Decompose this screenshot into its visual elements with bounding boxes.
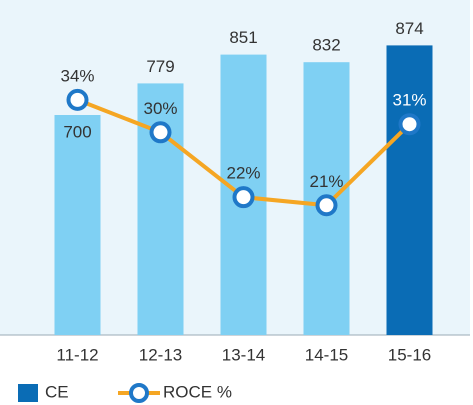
x-tick-label: 11-12	[56, 345, 98, 364]
bar	[137, 83, 184, 336]
bar-value-label: 832	[312, 36, 340, 55]
line-marker	[315, 194, 338, 217]
bar-value-label: 700	[63, 122, 91, 141]
line-value-label: 22%	[226, 164, 260, 183]
line-marker	[66, 88, 89, 111]
x-tick-label: 13-14	[222, 345, 265, 364]
line-value-label: 21%	[309, 172, 343, 191]
bar	[386, 45, 433, 336]
line-value-label: 31%	[392, 91, 426, 110]
legend-swatch	[18, 384, 38, 402]
line-value-label: 34%	[60, 66, 94, 85]
bar-value-label: 851	[229, 28, 257, 47]
legend-label: CE	[45, 382, 69, 401]
line-marker	[149, 121, 172, 144]
line-value-label: 30%	[143, 99, 177, 118]
x-tick-label: 14-15	[305, 345, 348, 364]
bar-value-label: 779	[146, 57, 174, 76]
bar-value-label: 874	[395, 19, 423, 38]
x-tick-label: 12-13	[139, 345, 182, 364]
legend-marker	[129, 383, 149, 403]
bar	[54, 115, 101, 335]
line-marker	[398, 113, 421, 136]
legend-label: ROCE %	[163, 382, 232, 401]
x-tick-label: 15-16	[388, 345, 431, 364]
line-marker	[232, 186, 255, 209]
